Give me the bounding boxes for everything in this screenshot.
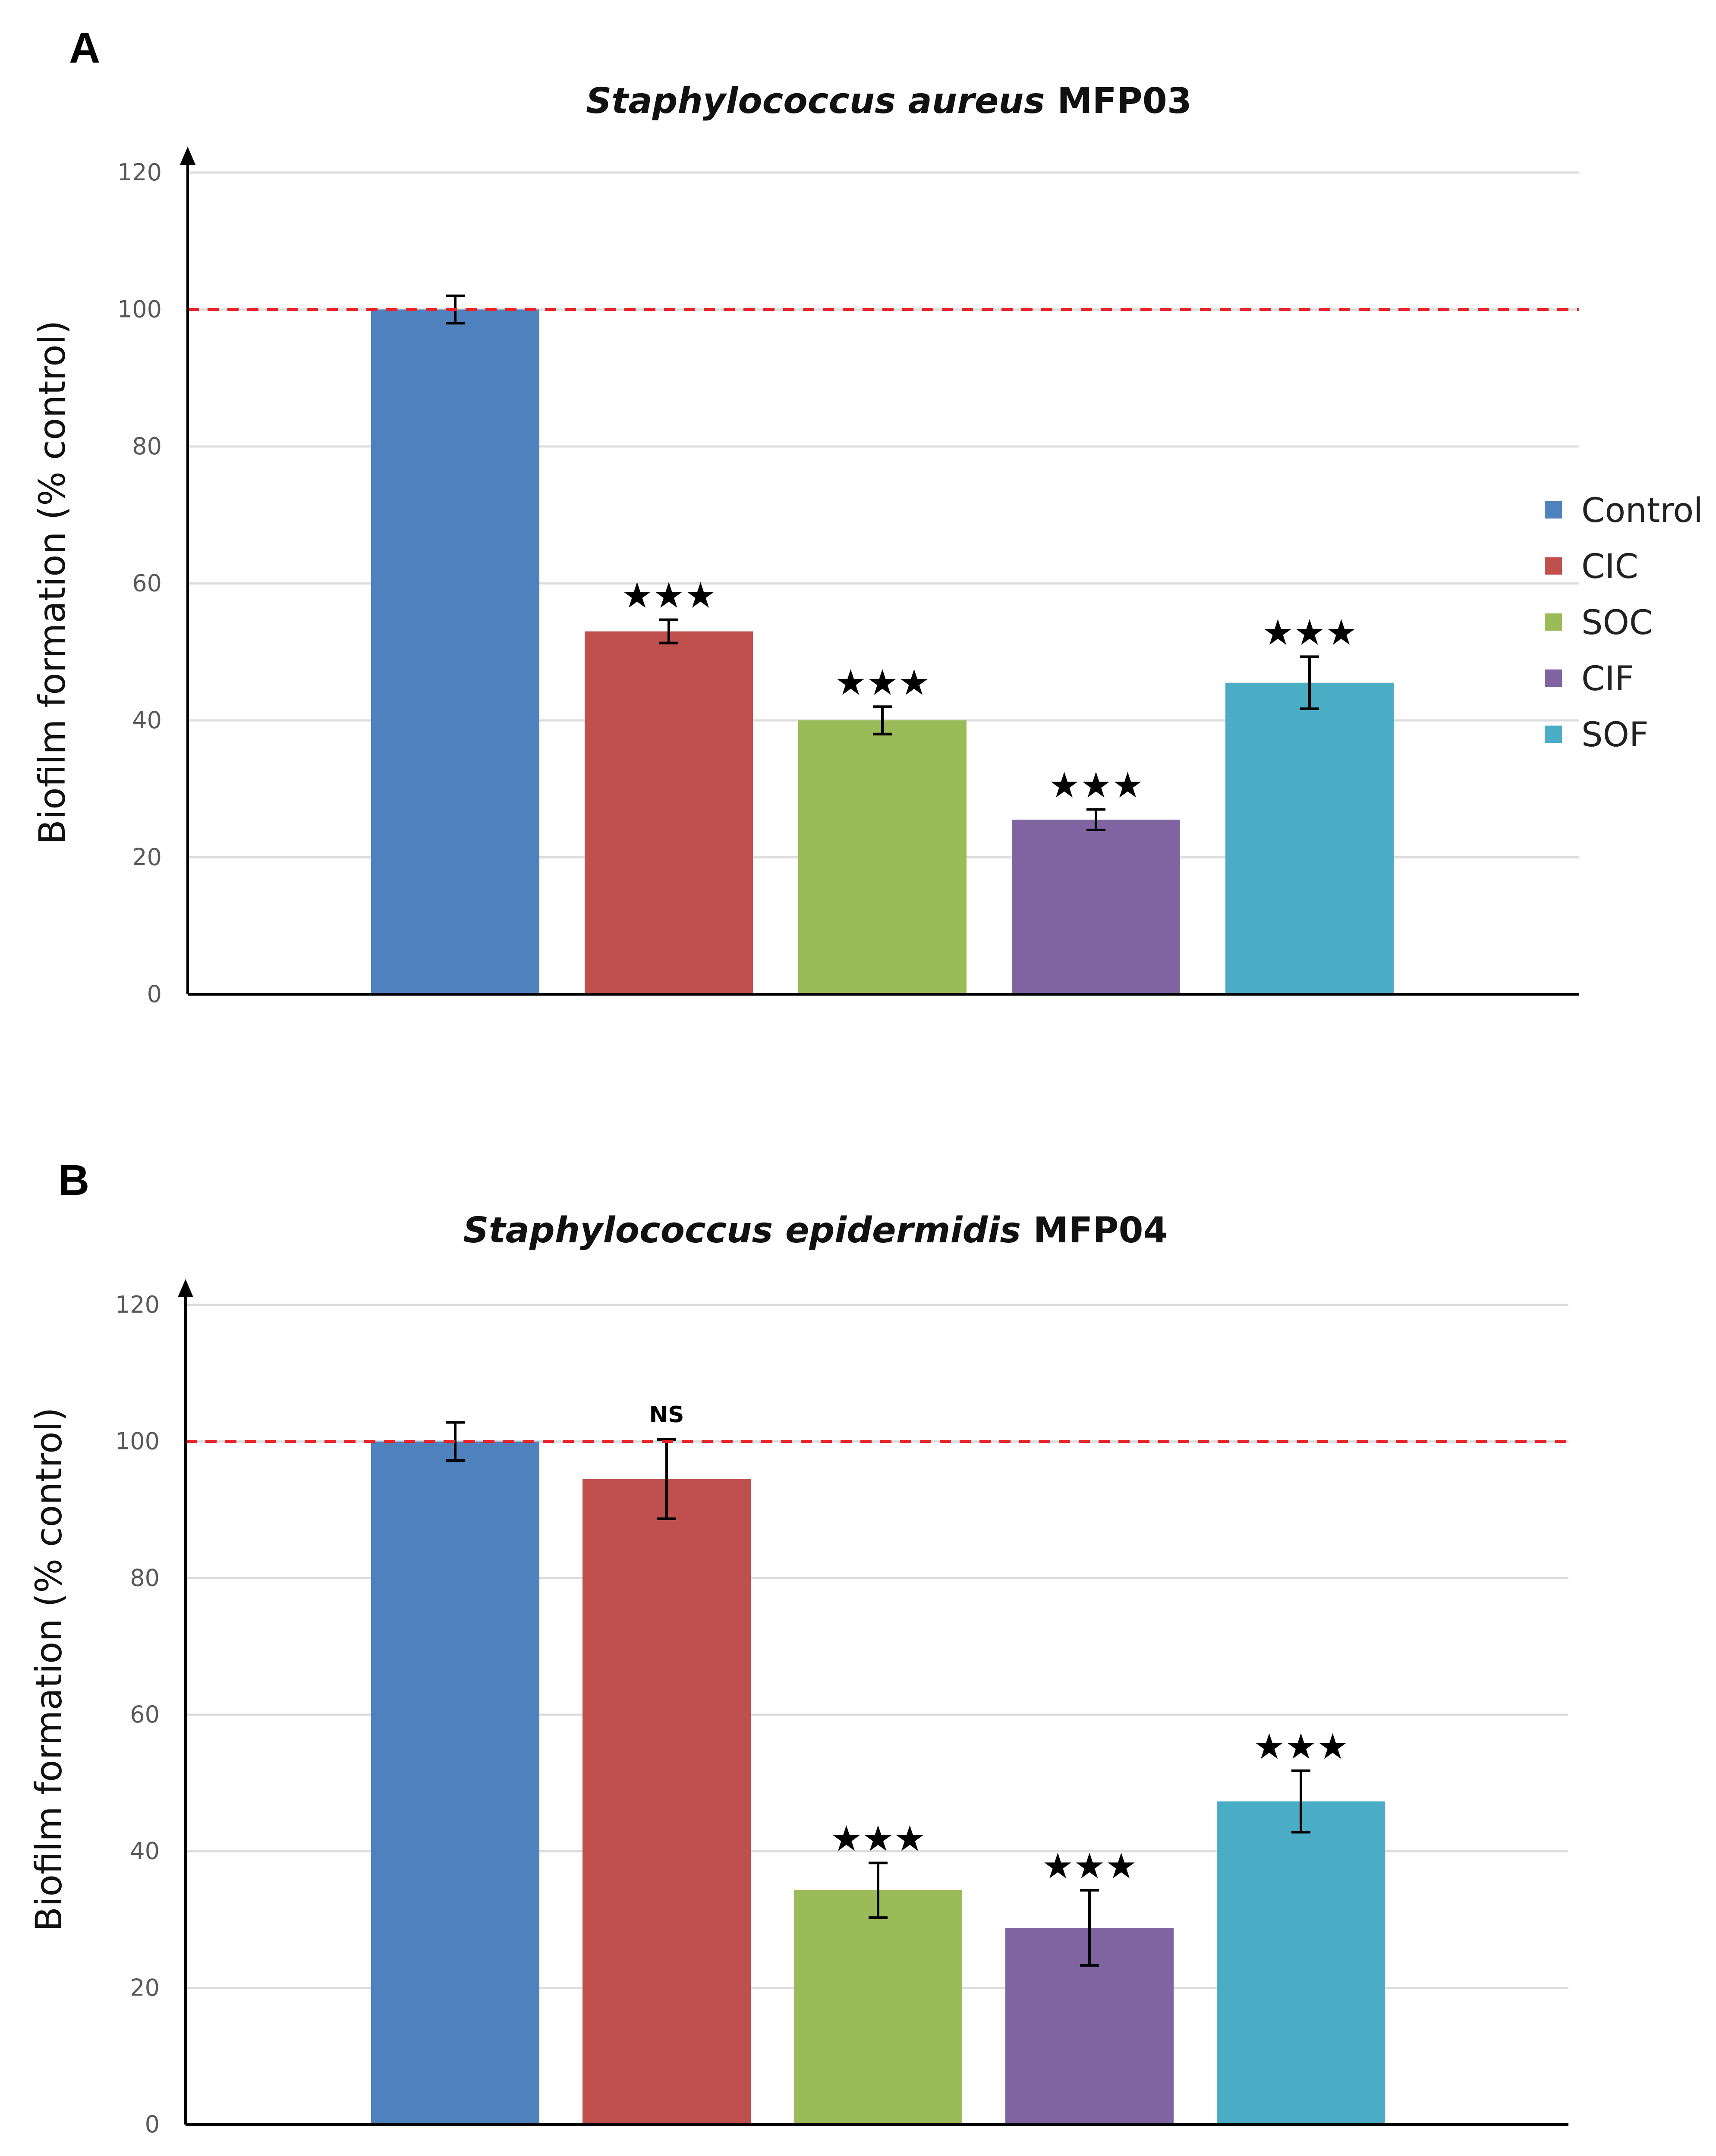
error-bar-control bbox=[446, 1421, 465, 1462]
legend-item-sof: SOF bbox=[1545, 716, 1649, 754]
bar-soc bbox=[798, 720, 967, 994]
y-tick-label: 40 bbox=[132, 707, 162, 734]
error-bar-sof bbox=[1300, 655, 1319, 710]
legend-label: CIF bbox=[1581, 660, 1634, 698]
significance-stars: ★★★ bbox=[1048, 765, 1144, 806]
legend-swatch bbox=[1545, 501, 1562, 519]
error-bar-sof bbox=[1291, 1769, 1310, 1834]
legend-label: Control bbox=[1581, 491, 1703, 530]
significance-stars: ★★★ bbox=[1253, 1726, 1349, 1767]
y-tick-labels: 0 20 40 60 80 100 120 bbox=[117, 159, 162, 1008]
y-tick-label: 100 bbox=[117, 296, 162, 323]
panel-letter: A bbox=[69, 24, 100, 72]
bars bbox=[371, 309, 1394, 994]
legend-item-control: Control bbox=[1545, 491, 1703, 530]
legend-item-soc: SOC bbox=[1545, 603, 1653, 642]
error-bars bbox=[446, 1421, 1310, 1967]
chart-title: Staphylococcus epidermidis MFP04 bbox=[463, 1210, 1168, 1251]
error-bar-cif bbox=[1080, 1889, 1099, 1967]
error-bar-soc bbox=[873, 705, 892, 735]
y-tick-label: 80 bbox=[130, 1564, 160, 1591]
y-tick-label: 0 bbox=[145, 2111, 160, 2138]
legend-swatch bbox=[1545, 613, 1562, 631]
significance-stars: ★★★ bbox=[1042, 1846, 1137, 1887]
panel-b: B Staphylococcus epidermidis MFP04 Biofi… bbox=[28, 1156, 1568, 2138]
y-tick-label: 20 bbox=[132, 844, 162, 871]
y-tick-labels: 0 20 40 60 80 100 120 bbox=[115, 1291, 160, 2138]
significance-stars: ★★★ bbox=[1262, 612, 1357, 653]
panel-letter: B bbox=[58, 1156, 89, 1204]
chart-title-strain: MFP03 bbox=[1057, 81, 1192, 122]
error-bars bbox=[446, 294, 1319, 831]
chart-title: Staphylococcus aureus MFP03 bbox=[586, 81, 1192, 122]
y-axis-arrow bbox=[180, 147, 195, 165]
y-tick-label: 0 bbox=[147, 981, 162, 1008]
y-tick-label: 60 bbox=[132, 570, 162, 597]
bars bbox=[371, 1441, 1385, 2125]
legend-swatch bbox=[1545, 557, 1562, 575]
panel-a: A Staphylococcus aureus MFP03 Biofilm fo… bbox=[31, 24, 1579, 1008]
y-tick-label: 40 bbox=[130, 1838, 160, 1865]
bar-cic bbox=[585, 631, 753, 994]
bar-soc bbox=[794, 1890, 962, 2125]
bar-control bbox=[371, 309, 539, 994]
y-axis-arrow bbox=[178, 1279, 193, 1297]
y-tick-label: 80 bbox=[132, 433, 162, 460]
legend-label: SOC bbox=[1581, 603, 1653, 642]
legend-label: SOF bbox=[1581, 716, 1649, 754]
axes bbox=[180, 147, 1579, 996]
significance-stars: ★★★ bbox=[831, 1819, 926, 1860]
error-bar-cic bbox=[657, 1438, 676, 1520]
y-axis-label: Biofilm formation (% control) bbox=[28, 1407, 70, 1931]
axes bbox=[178, 1279, 1568, 2126]
bar-sof bbox=[1225, 682, 1394, 994]
chart-title-species: Staphylococcus aureus bbox=[586, 81, 1045, 122]
legend-item-cic: CIC bbox=[1545, 547, 1638, 586]
error-bar-soc bbox=[869, 1861, 888, 1919]
error-bar-cic bbox=[659, 618, 678, 644]
chart-title-strain: MFP04 bbox=[1033, 1210, 1168, 1251]
y-tick-label: 100 bbox=[115, 1428, 160, 1455]
legend-label: CIC bbox=[1581, 547, 1638, 586]
legend-swatch bbox=[1545, 726, 1562, 743]
error-bar-cif bbox=[1086, 808, 1105, 831]
legend: Control CIC SOC CIF SOF bbox=[1545, 491, 1703, 754]
bar-sof bbox=[1217, 1801, 1385, 2125]
y-tick-label: 120 bbox=[117, 159, 162, 186]
significance-stars: ★★★ bbox=[621, 575, 717, 616]
significance-labels: NS ★★★ ★★★ ★★★ bbox=[649, 1402, 1349, 1887]
chart-title-species: Staphylococcus epidermidis bbox=[463, 1210, 1021, 1251]
legend-item-cif: CIF bbox=[1545, 660, 1634, 698]
bar-cic bbox=[582, 1479, 751, 2125]
bar-cif bbox=[1012, 820, 1180, 994]
significance-labels: ★★★ ★★★ ★★★ ★★★ bbox=[621, 575, 1357, 806]
y-tick-label: 60 bbox=[130, 1701, 160, 1728]
y-axis-label: Biofilm formation (% control) bbox=[31, 320, 73, 844]
significance-stars: ★★★ bbox=[835, 662, 930, 703]
significance-ns: NS bbox=[649, 1402, 684, 1428]
bar-control bbox=[371, 1441, 539, 2125]
legend-swatch bbox=[1545, 669, 1562, 687]
y-tick-label: 20 bbox=[130, 1974, 160, 2001]
y-tick-label: 120 bbox=[115, 1291, 160, 1318]
